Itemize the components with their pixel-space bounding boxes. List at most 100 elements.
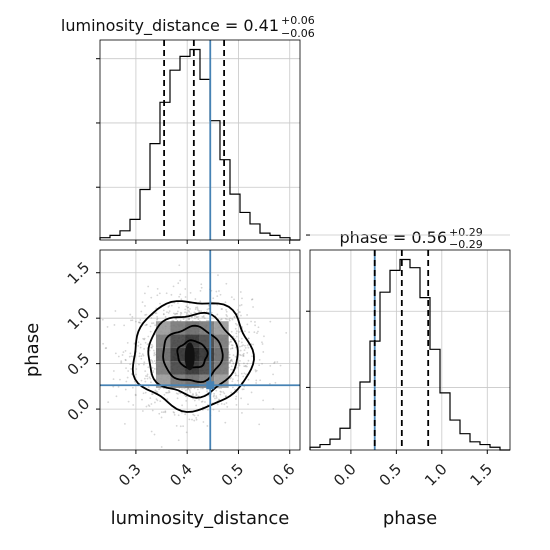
contour-line <box>131 300 255 413</box>
sample-point <box>273 361 276 363</box>
sample-point <box>218 290 220 292</box>
sample-point <box>201 387 204 390</box>
sample-point <box>183 387 186 390</box>
sample-point <box>141 353 144 355</box>
sample-point <box>145 323 148 326</box>
sample-point <box>181 411 183 414</box>
sample-point <box>150 359 152 361</box>
sample-point <box>184 413 187 416</box>
sample-point <box>239 345 241 348</box>
sample-point <box>269 320 272 323</box>
sample-point <box>192 394 194 396</box>
sample-point <box>240 345 243 347</box>
sample-point <box>225 395 227 398</box>
density-bin <box>199 334 215 348</box>
sample-point <box>253 331 256 334</box>
sample-point <box>117 385 120 388</box>
sample-point <box>242 355 245 357</box>
sample-point <box>272 373 274 376</box>
sample-point <box>217 398 220 401</box>
sample-point <box>229 340 232 343</box>
sample-point <box>123 324 126 327</box>
sample-point <box>173 413 176 416</box>
sample-point <box>226 315 228 318</box>
sample-point <box>234 388 236 391</box>
sample-point <box>179 392 182 395</box>
sample-point <box>151 345 154 348</box>
sample-point <box>139 343 142 346</box>
sample-point <box>124 359 127 362</box>
sample-point <box>182 425 185 428</box>
sample-point <box>141 301 144 304</box>
sample-point <box>252 343 255 346</box>
sample-point <box>196 306 199 309</box>
sample-point <box>134 393 137 396</box>
sample-point <box>171 319 174 322</box>
sample-point <box>172 411 175 413</box>
sample-point <box>131 319 134 322</box>
sample-point <box>220 318 223 321</box>
sample-point <box>231 347 234 349</box>
sample-point <box>230 344 233 347</box>
sample-point <box>198 310 201 312</box>
sample-point <box>147 335 150 338</box>
sample-point <box>164 410 167 413</box>
sample-point <box>279 364 282 367</box>
sample-point <box>200 310 202 313</box>
sample-point <box>199 289 202 292</box>
sample-point <box>151 359 154 362</box>
sample-point <box>140 379 143 382</box>
sample-point <box>150 317 153 319</box>
sample-point <box>243 372 246 375</box>
sample-point <box>243 362 245 365</box>
sample-point <box>246 365 248 368</box>
sample-point <box>106 326 109 328</box>
sample-point <box>153 367 156 370</box>
sample-point <box>244 346 247 349</box>
sample-point <box>246 314 249 316</box>
sample-point <box>104 347 107 350</box>
sample-point <box>240 354 242 357</box>
sample-point <box>152 349 155 352</box>
sample-point <box>188 388 191 391</box>
sample-point <box>234 355 237 358</box>
sample-point <box>156 287 159 290</box>
sample-point <box>150 346 153 349</box>
sample-point <box>237 374 240 377</box>
sample-point <box>200 283 203 286</box>
sample-point <box>184 308 187 311</box>
sample-point <box>241 412 243 414</box>
sample-point <box>233 316 236 318</box>
sample-point <box>187 387 189 390</box>
sample-point <box>185 431 188 434</box>
sample-point <box>182 318 185 320</box>
sample-point <box>285 331 288 334</box>
sample-point <box>244 330 246 333</box>
sample-point <box>230 296 233 299</box>
histogram-step <box>309 258 510 451</box>
sample-point <box>179 313 182 316</box>
sample-point <box>238 340 240 343</box>
sample-point <box>150 343 153 346</box>
sample-point <box>163 393 166 396</box>
sample-point <box>179 319 182 322</box>
x-tick-label: 0.3 <box>115 460 145 490</box>
sample-point <box>117 355 120 358</box>
sample-point <box>159 302 161 305</box>
sample-point <box>261 341 263 344</box>
sample-point <box>231 380 234 383</box>
sample-point <box>240 337 243 340</box>
y-tick-label: 0.0 <box>64 395 94 425</box>
sample-point <box>246 323 249 326</box>
sample-point <box>254 324 257 327</box>
sample-point <box>235 374 237 377</box>
sample-point <box>193 399 196 402</box>
sample-point <box>141 410 144 412</box>
sample-point <box>261 362 263 365</box>
truth-marker <box>206 381 215 390</box>
sample-point <box>197 309 199 312</box>
sample-point <box>195 404 198 407</box>
sample-point <box>151 361 154 363</box>
sample-point <box>135 368 138 370</box>
sample-point <box>212 395 215 398</box>
